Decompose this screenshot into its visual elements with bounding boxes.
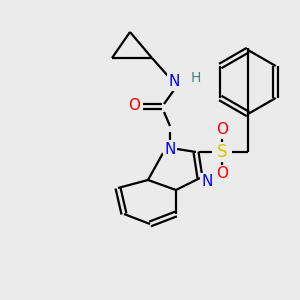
Text: N: N [201, 175, 213, 190]
Text: O: O [128, 98, 140, 113]
Text: N: N [164, 142, 176, 157]
Text: O: O [216, 122, 228, 137]
Text: O: O [216, 167, 228, 182]
Text: H: H [191, 71, 201, 85]
Text: S: S [217, 143, 227, 161]
Text: N: N [168, 74, 180, 89]
